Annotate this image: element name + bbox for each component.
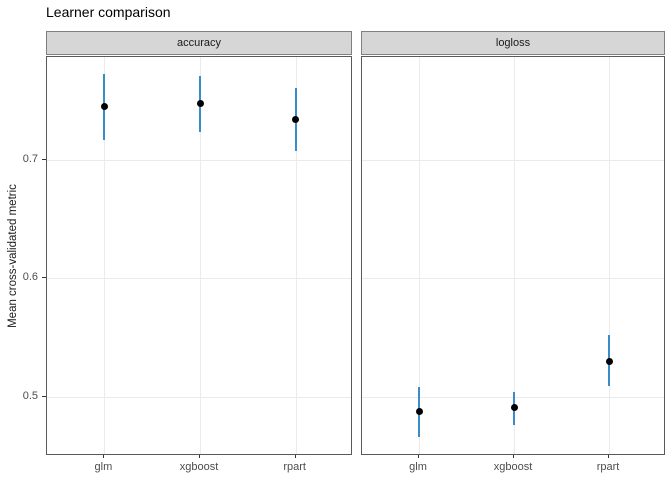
y-tick [42, 277, 46, 279]
data-point-accuracy-rpart [292, 116, 300, 124]
x-tick-label: glm [94, 461, 113, 473]
v-gridline [200, 57, 201, 454]
x-tick [513, 455, 514, 458]
x-tick [418, 455, 419, 458]
y-tick [42, 395, 46, 397]
x-tick-label: rpart [283, 461, 306, 473]
x-tick [294, 455, 296, 458]
h-gridline [47, 278, 351, 280]
facet-strip-logloss: logloss [361, 31, 665, 55]
v-gridline [609, 57, 610, 454]
plot-title: Learner comparison [46, 4, 171, 20]
x-tick-label: glm [409, 461, 427, 473]
v-gridline [295, 57, 297, 454]
facet-strip-accuracy: accuracy [46, 31, 352, 55]
x-tick [103, 455, 105, 458]
data-point-logloss-xgboost [510, 403, 518, 411]
v-gridline [514, 57, 515, 454]
h-gridline [362, 160, 664, 161]
h-gridline [362, 278, 664, 280]
h-gridline [47, 396, 351, 398]
x-tick-label: xgboost [179, 461, 219, 473]
data-point-accuracy-xgboost [196, 99, 204, 107]
y-axis-title: Mean cross-validated metric [7, 184, 19, 328]
y-tick-label: 0.5 [22, 389, 38, 402]
y-tick-label: 0.6 [22, 271, 38, 284]
x-tick [199, 455, 200, 458]
plot-panel-logloss [361, 56, 665, 455]
x-tick-label: xgboost [493, 461, 533, 473]
plot-panel-accuracy [46, 56, 352, 455]
x-tick-label: rpart [596, 461, 620, 473]
v-gridline [419, 57, 420, 454]
data-point-logloss-rpart [605, 357, 613, 365]
data-point-accuracy-glm [100, 103, 108, 111]
data-point-logloss-glm [415, 407, 423, 415]
v-gridline [104, 57, 106, 454]
x-tick [608, 455, 609, 458]
facet-strip-label: accuracy [176, 37, 222, 49]
y-tick-label: 0.7 [22, 153, 38, 165]
y-tick [42, 159, 46, 160]
facet-strip-label: logloss [495, 37, 531, 49]
h-gridline [47, 160, 351, 161]
